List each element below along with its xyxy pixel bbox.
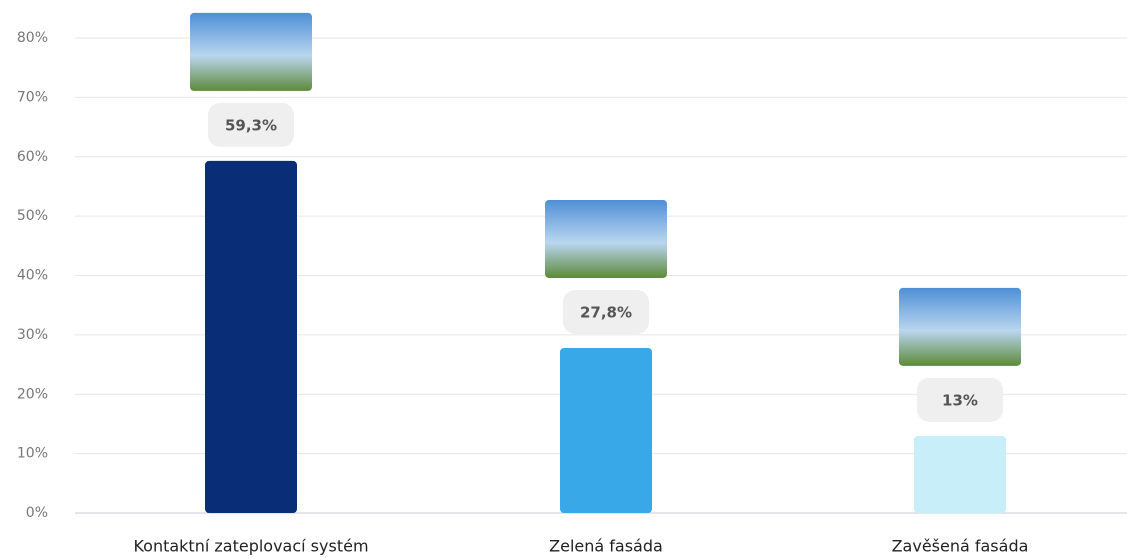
y-tick-label: 70% bbox=[17, 89, 48, 105]
value-label-pill bbox=[208, 102, 294, 147]
photo bbox=[545, 199, 667, 278]
y-tick-label: 60% bbox=[17, 149, 48, 165]
x-tick-label: Zavěšená fasáda bbox=[892, 537, 1029, 556]
y-tick-label: 10% bbox=[17, 446, 48, 462]
value-label: 13% bbox=[942, 391, 978, 409]
photo bbox=[190, 12, 312, 91]
y-tick-label: 40% bbox=[17, 268, 48, 284]
bar bbox=[560, 347, 652, 513]
y-tick-label: 0% bbox=[26, 505, 48, 521]
y-tick-label: 50% bbox=[17, 208, 48, 224]
y-tick-label: 20% bbox=[17, 386, 48, 402]
value-label: 27,8% bbox=[580, 303, 632, 321]
bar bbox=[914, 435, 1006, 513]
value-label-pill bbox=[917, 377, 1003, 422]
value-label-pill bbox=[563, 289, 649, 334]
y-tick-label: 30% bbox=[17, 327, 48, 343]
x-tick-label: Kontaktní zateplovací systém bbox=[133, 537, 368, 556]
photo bbox=[899, 287, 1021, 366]
bar bbox=[205, 160, 297, 513]
value-label: 59,3% bbox=[225, 116, 277, 134]
x-tick-label: Zelená fasáda bbox=[549, 537, 663, 556]
y-tick-label: 80% bbox=[17, 30, 48, 46]
